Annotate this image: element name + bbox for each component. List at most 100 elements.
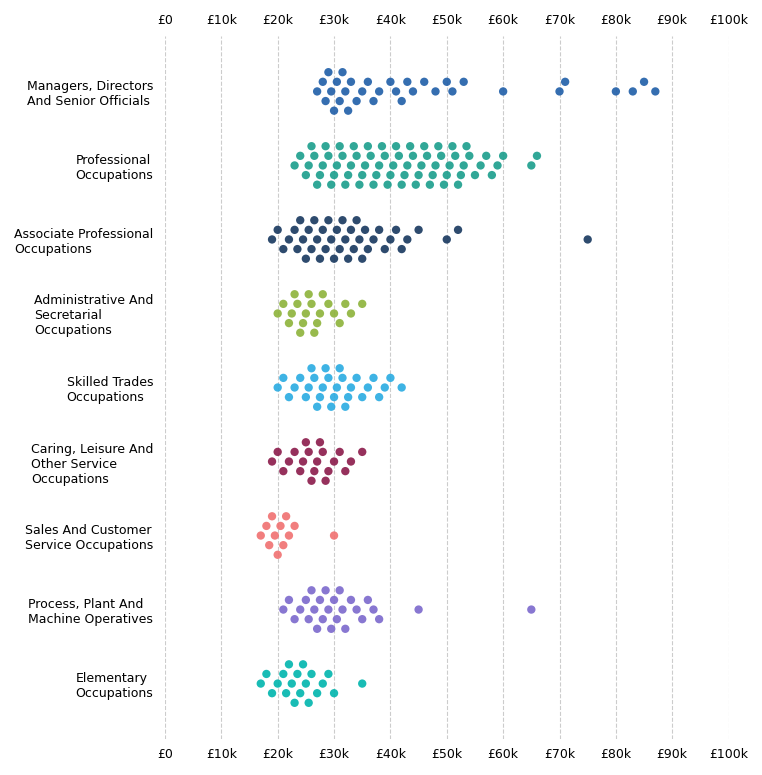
Point	[486, 169, 498, 181]
Point	[328, 456, 340, 468]
Point	[387, 159, 399, 171]
Point	[299, 253, 312, 265]
Point	[334, 95, 346, 107]
Point	[319, 95, 331, 107]
Point	[334, 317, 346, 329]
Point	[311, 233, 323, 246]
Point	[356, 169, 368, 181]
Point	[458, 159, 470, 171]
Point	[303, 697, 315, 709]
Point	[294, 150, 306, 162]
Point	[458, 76, 470, 88]
Point	[322, 214, 335, 226]
Point	[317, 381, 329, 394]
Point	[271, 549, 283, 561]
Point	[427, 169, 439, 181]
Point	[277, 243, 290, 255]
Point	[370, 169, 383, 181]
Point	[373, 613, 386, 625]
Point	[303, 159, 315, 171]
Point	[283, 233, 295, 246]
Point	[449, 150, 461, 162]
Point	[342, 105, 354, 117]
Point	[291, 668, 303, 680]
Point	[384, 169, 396, 181]
Point	[306, 668, 318, 680]
Point	[306, 243, 318, 255]
Point	[280, 687, 293, 699]
Point	[356, 253, 368, 265]
Point	[351, 372, 363, 384]
Point	[432, 140, 444, 153]
Point	[283, 317, 295, 329]
Point	[354, 178, 366, 191]
Point	[319, 584, 331, 597]
Point	[311, 687, 323, 699]
Point	[412, 604, 424, 616]
Point	[345, 159, 357, 171]
Point	[294, 465, 306, 477]
Point	[328, 529, 340, 542]
Point	[311, 85, 323, 98]
Point	[314, 436, 326, 449]
Point	[308, 326, 320, 339]
Point	[412, 169, 424, 181]
Point	[314, 307, 326, 319]
Point	[384, 372, 396, 384]
Point	[364, 150, 376, 162]
Point	[317, 224, 329, 236]
Point	[299, 436, 312, 449]
Point	[339, 465, 351, 477]
Point	[553, 85, 565, 98]
Point	[373, 224, 386, 236]
Point	[317, 76, 329, 88]
Point	[311, 317, 323, 329]
Point	[402, 233, 414, 246]
Point	[299, 169, 312, 181]
Point	[269, 529, 281, 542]
Point	[280, 510, 293, 522]
Point	[271, 677, 283, 690]
Point	[294, 326, 306, 339]
Point	[328, 594, 340, 606]
Point	[331, 159, 343, 171]
Point	[283, 594, 295, 606]
Point	[274, 520, 287, 532]
Point	[402, 159, 414, 171]
Point	[359, 224, 371, 236]
Point	[463, 150, 475, 162]
Point	[308, 214, 320, 226]
Point	[460, 140, 472, 153]
Point	[263, 539, 275, 551]
Point	[390, 224, 402, 236]
Point	[345, 594, 357, 606]
Point	[440, 233, 453, 246]
Point	[356, 85, 368, 98]
Point	[351, 150, 363, 162]
Point	[308, 150, 320, 162]
Point	[430, 159, 442, 171]
Point	[306, 298, 318, 310]
Point	[325, 178, 338, 191]
Point	[319, 362, 331, 374]
Point	[266, 233, 278, 246]
Point	[322, 372, 335, 384]
Point	[303, 381, 315, 394]
Point	[438, 178, 450, 191]
Point	[261, 520, 273, 532]
Point	[322, 668, 335, 680]
Point	[322, 465, 335, 477]
Point	[291, 298, 303, 310]
Point	[395, 243, 408, 255]
Point	[345, 456, 357, 468]
Point	[379, 150, 391, 162]
Point	[299, 594, 312, 606]
Point	[325, 401, 338, 413]
Point	[356, 613, 368, 625]
Point	[289, 697, 301, 709]
Point	[289, 613, 301, 625]
Point	[314, 391, 326, 403]
Point	[359, 159, 371, 171]
Point	[266, 510, 278, 522]
Point	[531, 150, 543, 162]
